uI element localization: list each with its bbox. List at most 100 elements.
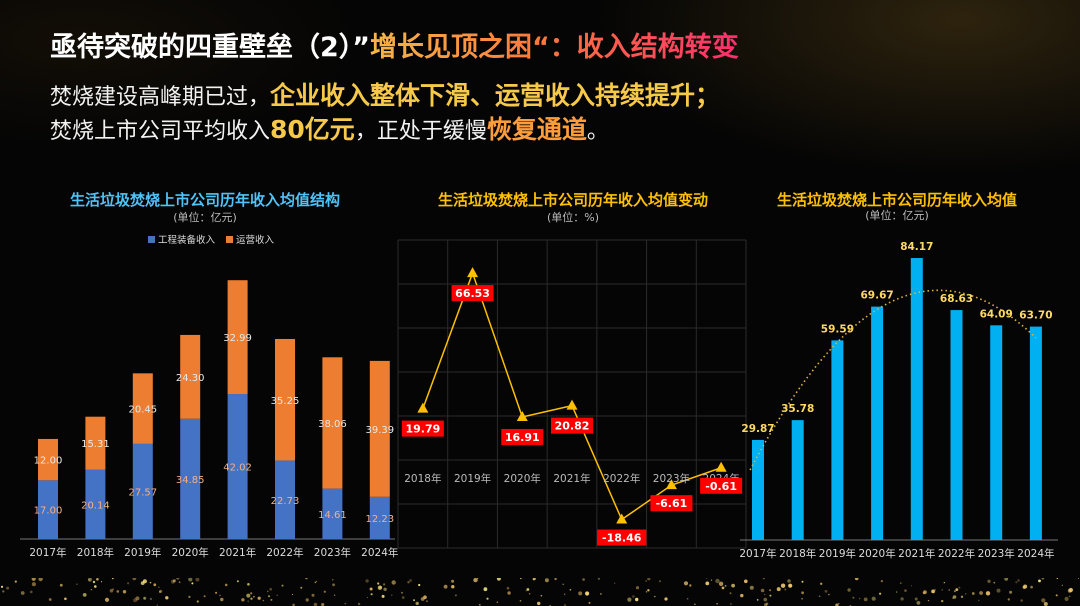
sparkle-dot [724,585,727,587]
sparkle-dot [247,583,250,586]
chart3-x-tick: 2020年 [858,547,895,560]
sparkle-dot [159,590,161,593]
line2-value: 80亿元 [270,115,355,144]
sparkle-dot [562,583,564,586]
sparkle-dot [109,588,114,593]
sparkle-dot [729,592,732,595]
sparkle-dot [585,591,590,596]
sparkle-dot [971,592,975,595]
sparkle-dot [486,597,489,600]
sparkle-dot [281,584,284,587]
sparkle-dot [473,578,478,583]
sparkle-dot [1022,585,1026,589]
sparkle-dot [267,590,269,593]
chart2-data-label: 19.79 [405,423,440,436]
sparkle-dot [764,593,766,596]
sparkle-dot [135,596,140,601]
chart1-legend-ops-label: 运营收入 [236,234,275,246]
sparkle-dot [749,585,754,590]
sparkle-dot [955,588,959,591]
sparkle-dot [269,587,273,591]
sparkle-dot [730,603,732,605]
chart2-data-label: -6.61 [656,497,688,510]
sparkle-dot [365,579,369,583]
sparkle-dot [854,578,859,581]
sparkle-dot [409,579,412,582]
sparkle-dot [627,597,632,602]
chart3-bar [871,306,884,540]
sparkle-dot [391,594,393,596]
sparkle-dot [38,578,43,582]
sparkle-dot [268,595,270,598]
sparkle-dot [916,601,921,605]
sparkle-dot [366,596,368,599]
sparkle-dot [506,586,510,590]
sparkle-dot [401,596,405,599]
sparkle-dot [664,597,668,601]
chart1-bar-equip [38,480,58,539]
chart1-label-equip: 17.00 [34,506,63,517]
chart3-x-tick: 2022年 [938,547,975,560]
sparkle-dot [847,588,851,592]
sparkle-dot [537,601,541,606]
sparkle-dot [415,601,419,606]
sparkle-dot [104,597,110,602]
sparkle-dot [784,588,787,591]
chart3-data-label: 63.70 [1019,310,1052,322]
sparkle-dot [507,591,511,595]
sparkle-dot [763,597,768,602]
sparkle-dot [132,578,137,581]
chart3-bar [791,420,804,540]
sparkle-dot [600,593,602,595]
sparkle-dot [176,578,180,580]
sparkle-dot [454,594,457,597]
chart2-x-tick: 2018年 [404,472,441,485]
sparkle-dot [224,583,228,587]
sparkle-dot [391,580,396,585]
sparkle-dot [958,586,961,589]
chart1-label-equip: 34.85 [176,475,205,486]
sparkle-dot [801,591,804,595]
sparkle-dot [1038,579,1041,583]
sparkle-dot [540,594,543,597]
chart2-unit: (单位：%) [546,211,600,224]
sparkle-dot [953,590,956,593]
sparkle-dot [20,591,25,595]
sparkle-dot [911,585,913,587]
chart1-x-tick: 2020年 [172,546,209,559]
sparkle-dot [250,592,253,595]
sparkle-dot [127,582,130,585]
sparkle-dot [900,597,904,601]
sparkle-dot [291,593,294,596]
chart1-label-ops: 24.30 [176,373,205,384]
chart2-marker [516,410,528,421]
chart1-label-equip: 22.73 [271,496,300,507]
sparkle-dot [321,603,325,606]
chart1-x-tick: 2019年 [124,546,161,559]
sparkle-dot [64,597,67,601]
sparkle-dot [253,595,255,598]
chart3-bar [910,258,923,540]
chart2-marker [417,402,429,413]
sparkle-dot [852,596,855,599]
chart2-marker [715,461,727,472]
sparkle-dot [451,585,455,589]
sparkle-dot [787,579,791,583]
sparkle-dot [769,594,772,597]
sparkle-dot [314,581,317,584]
chart1-label-ops: 38.06 [318,419,347,430]
decorative-sparkle-strip [0,578,1080,606]
chart2-label-box [597,529,647,546]
sparkle-dot [835,603,839,606]
sparkle-dot [740,593,744,598]
sparkle-dot [332,579,334,581]
title-prefix: 亟待突破的四重壁垒（2）” [50,31,371,63]
sparkle-dot [525,590,527,592]
sparkle-dot [413,599,415,601]
sparkle-dot [116,590,120,593]
sparkle-dot [87,578,92,582]
sparkle-dot [710,579,713,581]
sparkle-dot [756,599,759,601]
chart2-marker [467,267,479,278]
